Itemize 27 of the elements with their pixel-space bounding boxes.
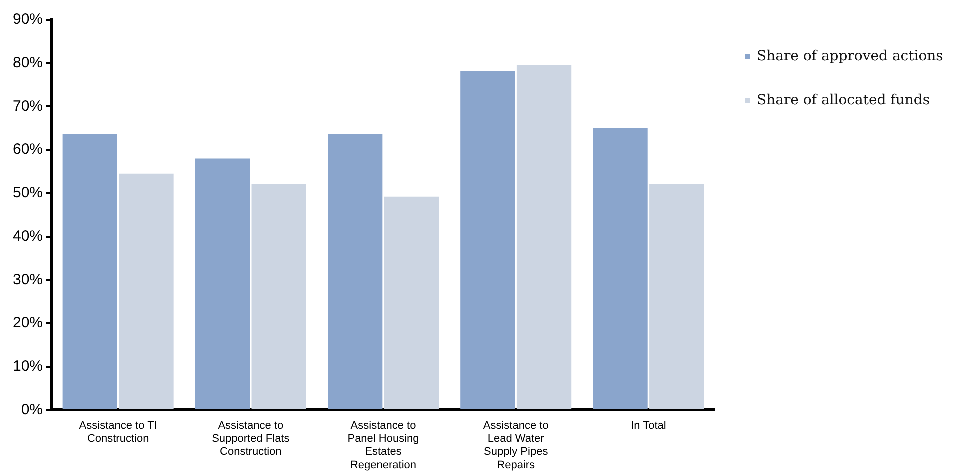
y-tick-label: 60% xyxy=(12,141,44,158)
y-tick-label: 50% xyxy=(12,184,44,202)
legend-label: Share of approved actions xyxy=(757,48,944,65)
bar xyxy=(252,184,306,410)
y-tick-label: 90% xyxy=(12,11,44,28)
x-tick-label: Assistance to Panel Housing Estates Regeneration xyxy=(348,420,420,472)
y-tick-label: 30% xyxy=(12,271,44,288)
bar xyxy=(516,65,572,410)
y-tick-label: 10% xyxy=(12,358,44,375)
bar xyxy=(650,184,704,410)
x-tick-label: Assistance to TI Construction xyxy=(79,420,158,446)
x-tick-label: Assistance to Lead Water Supply Pipes Repairs xyxy=(483,420,549,472)
y-tick-label: 40% xyxy=(12,228,44,245)
bar xyxy=(62,134,118,410)
y-tick-label: 0% xyxy=(21,401,44,418)
bar xyxy=(460,71,516,410)
y-tick-label: 70% xyxy=(12,98,44,115)
bar xyxy=(328,134,383,410)
y-tick-label: 80% xyxy=(12,54,44,72)
x-tick-label: In Total xyxy=(631,420,666,432)
legend-label: Share of allocated funds xyxy=(757,92,930,109)
bar xyxy=(195,158,250,410)
bar xyxy=(119,174,174,410)
x-tick-label: Assistance to Supported Flats Construction xyxy=(212,420,290,458)
y-tick-label: 20% xyxy=(12,314,44,332)
bar xyxy=(384,196,440,410)
bar xyxy=(593,128,648,410)
